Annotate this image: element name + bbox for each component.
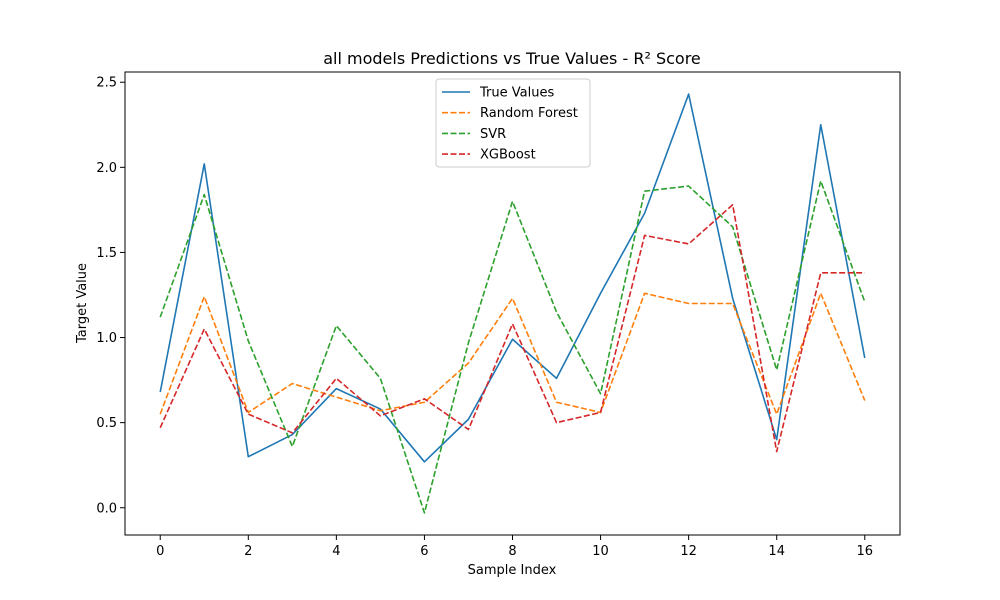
series-line-svr	[159, 180, 866, 514]
y-axis: 0.0 0.5 1.0 1.5 2.0 2.5	[96, 76, 125, 516]
y-tick-label: 0.5	[96, 416, 117, 431]
x-axis-label: Sample Index	[468, 563, 557, 578]
y-tick-label: 1.5	[96, 246, 117, 261]
plot-area	[159, 93, 866, 514]
chart-title: all models Predictions vs True Values - …	[323, 49, 701, 68]
x-tick-label: 10	[592, 544, 609, 559]
x-tick-label: 6	[420, 544, 428, 559]
y-axis-label: Target Value	[75, 263, 90, 344]
x-tick-label: 8	[508, 544, 516, 559]
series-line-random-forest	[159, 292, 866, 415]
x-tick-label: 0	[156, 544, 164, 559]
y-tick-label: 2.5	[96, 76, 117, 91]
legend-label: SVR	[480, 127, 506, 142]
x-tick-label: 12	[680, 544, 697, 559]
y-tick-label: 1.0	[96, 331, 117, 346]
series-line-xgboost	[159, 203, 865, 453]
x-tick-label: 4	[332, 544, 340, 559]
legend-box	[435, 78, 591, 168]
legend-label: XGBoost	[480, 148, 536, 163]
x-axis: 0 2 4 6 8 10 12 14 16	[156, 535, 873, 559]
legend-label: Random Forest	[480, 106, 578, 121]
x-tick-label: 14	[768, 544, 785, 559]
series-line-true-values	[159, 93, 866, 463]
legend: True Values Random Forest SVR XGBoost	[435, 78, 591, 168]
x-tick-label: 16	[856, 544, 873, 559]
y-tick-label: 2.0	[96, 161, 117, 176]
x-tick-label: 2	[244, 544, 252, 559]
legend-label: True Values	[479, 86, 554, 101]
y-tick-label: 0.0	[96, 501, 117, 516]
